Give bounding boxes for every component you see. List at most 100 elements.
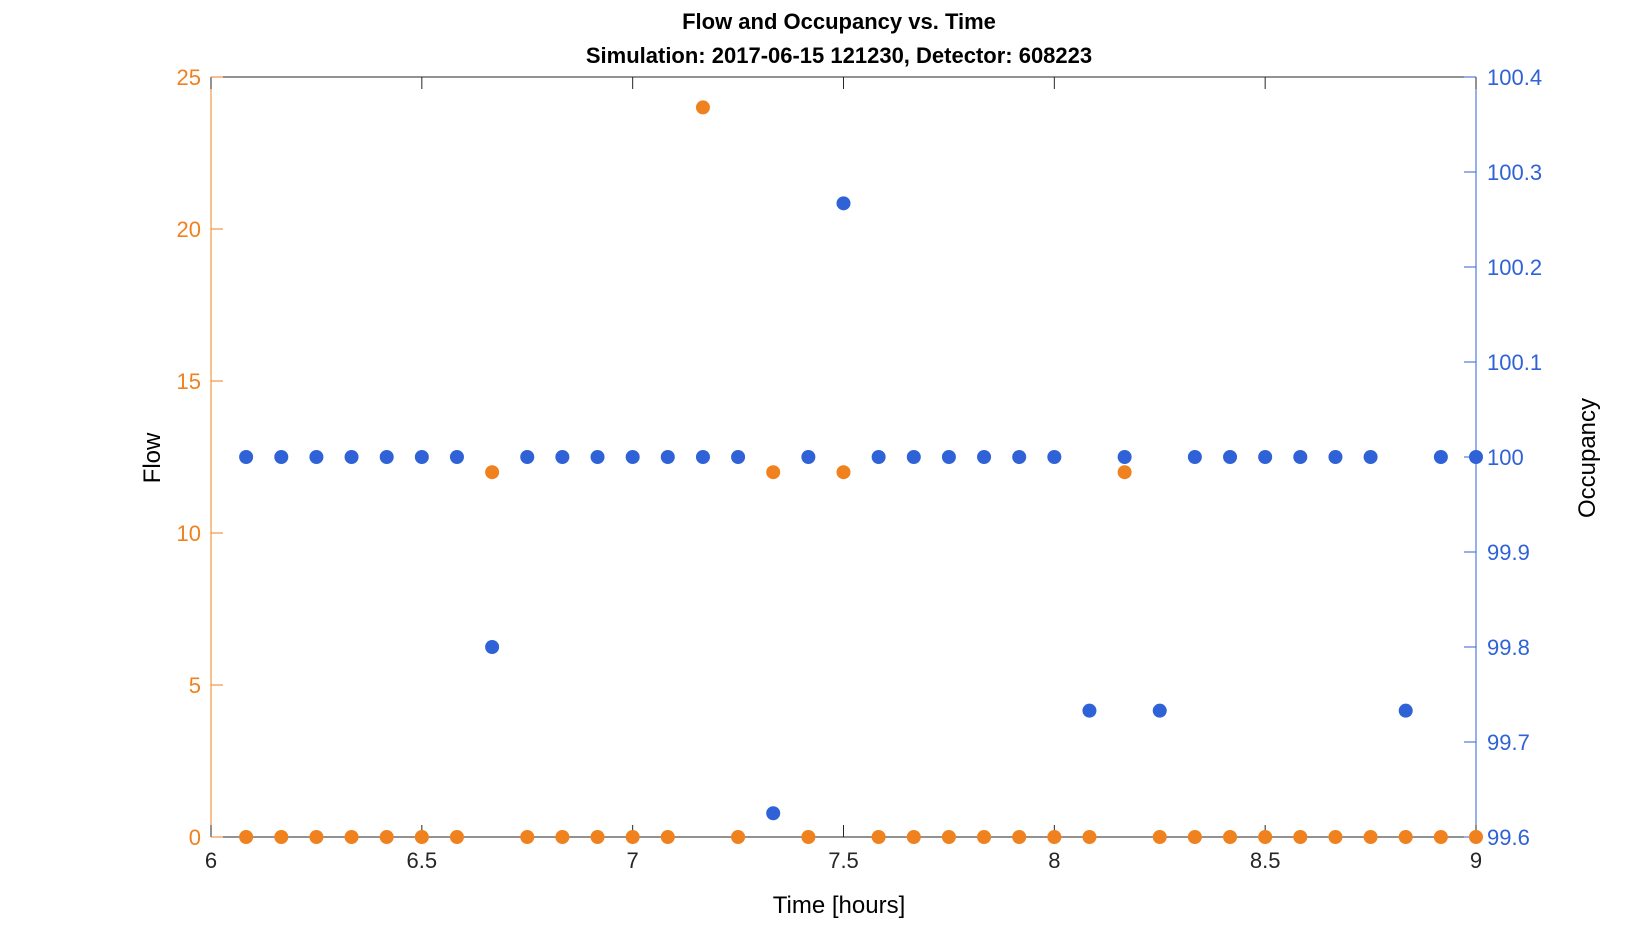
flow-point [1433, 830, 1448, 844]
occupancy-point [801, 450, 816, 464]
x-tick-label: 6.5 [407, 848, 438, 873]
flow-point [309, 830, 324, 844]
axes [210, 76, 1477, 838]
occupancy-point [1398, 703, 1413, 718]
occupancy-point [379, 450, 394, 464]
flow-point [1469, 830, 1483, 844]
flow-point [1363, 830, 1378, 844]
occupancy-point [1469, 450, 1483, 464]
occupancy-series [239, 196, 1483, 821]
y-axis-left-label: Flow [139, 432, 166, 483]
occupancy-point [836, 196, 851, 211]
flow-point [1117, 465, 1132, 480]
flow-point [344, 830, 359, 844]
y-right-tick-label: 100 [1487, 445, 1524, 470]
occupancy-point [1047, 450, 1062, 464]
occupancy-point [1293, 450, 1308, 464]
flow-point [731, 830, 746, 844]
occupancy-point [1328, 450, 1343, 464]
flow-point [1258, 830, 1273, 844]
occupancy-point [274, 450, 289, 464]
occupancy-point [344, 450, 359, 464]
flow-point [766, 465, 781, 480]
y-left-tick-label: 25 [177, 65, 201, 90]
flow-point [379, 830, 394, 844]
y-left-tick-label: 15 [177, 369, 201, 394]
occupancy-point [1117, 450, 1132, 464]
occupancy-point [1223, 450, 1238, 464]
y-left-tick-label: 10 [177, 521, 201, 546]
x-tick-label: 7.5 [828, 848, 859, 873]
tick-marks: 6 6.5 7 7.5 8 8.5 9 0 5 10 15 20 25 99.6 99.7 99.8 99.9 1… [177, 65, 1543, 873]
flow-point [1398, 830, 1413, 844]
occupancy-point [520, 450, 535, 464]
flow-point [871, 830, 886, 844]
flow-point [1223, 830, 1238, 844]
occupancy-point [660, 450, 675, 464]
x-axis-label: Time [hours] [773, 892, 905, 919]
flow-point [555, 830, 570, 844]
flow-point [977, 830, 992, 844]
occupancy-point [766, 806, 781, 821]
flow-point [801, 830, 816, 844]
flow-point [1152, 830, 1167, 844]
flow-point [625, 830, 640, 844]
chart-subtitle: Simulation: 2017-06-15 121230, Detector:… [586, 43, 1092, 68]
flow-point [485, 465, 500, 480]
occupancy-point [1082, 703, 1097, 718]
occupancy-point [977, 450, 992, 464]
flow-point [660, 830, 675, 844]
occupancy-point [449, 450, 464, 464]
occupancy-point [555, 450, 570, 464]
flow-point [1012, 830, 1027, 844]
flow-point [695, 100, 710, 115]
flow-point [414, 830, 429, 844]
occupancy-point [414, 450, 429, 464]
occupancy-point [731, 450, 746, 464]
y-right-tick-label: 99.7 [1487, 730, 1530, 755]
occupancy-point [1363, 450, 1378, 464]
x-tick-label: 8.5 [1250, 848, 1281, 873]
occupancy-point [485, 640, 500, 654]
occupancy-point [1187, 450, 1202, 464]
y-right-tick-label: 100.2 [1487, 255, 1542, 280]
occupancy-point [1012, 450, 1027, 464]
occupancy-point [695, 450, 710, 464]
flow-point [1187, 830, 1202, 844]
y-right-tick-label: 99.6 [1487, 825, 1530, 850]
occupancy-point [1433, 450, 1448, 464]
occupancy-point [941, 450, 956, 464]
flow-point [906, 830, 921, 844]
x-tick-label: 8 [1048, 848, 1060, 873]
occupancy-point [906, 450, 921, 464]
chart-title: Flow and Occupancy vs. Time [682, 9, 996, 34]
x-tick-label: 7 [627, 848, 639, 873]
flow-point [1293, 830, 1308, 844]
y-right-tick-label: 100.4 [1487, 65, 1542, 90]
flow-point [239, 830, 254, 844]
flow-point [1082, 830, 1097, 844]
y-left-tick-label: 5 [189, 673, 201, 698]
y-right-tick-label: 99.9 [1487, 540, 1530, 565]
flow-point [1047, 830, 1062, 844]
y-left-tick-label: 20 [177, 217, 201, 242]
y-axis-right-label: Occupancy [1574, 398, 1601, 518]
flow-point [1328, 830, 1343, 844]
occupancy-point [239, 450, 254, 464]
occupancy-point [871, 450, 886, 464]
x-tick-label: 9 [1470, 848, 1482, 873]
y-left-tick-label: 0 [189, 825, 201, 850]
y-right-tick-label: 99.8 [1487, 635, 1530, 660]
flow-point [590, 830, 605, 844]
occupancy-point [1258, 450, 1273, 464]
flow-point [274, 830, 289, 844]
flow-point [941, 830, 956, 844]
flow-point [520, 830, 535, 844]
flow-point [836, 465, 851, 480]
occupancy-point [625, 450, 640, 464]
flow-point [449, 830, 464, 844]
y-right-tick-label: 100.1 [1487, 350, 1542, 375]
occupancy-point [1152, 703, 1167, 718]
y-right-tick-label: 100.3 [1487, 160, 1542, 185]
